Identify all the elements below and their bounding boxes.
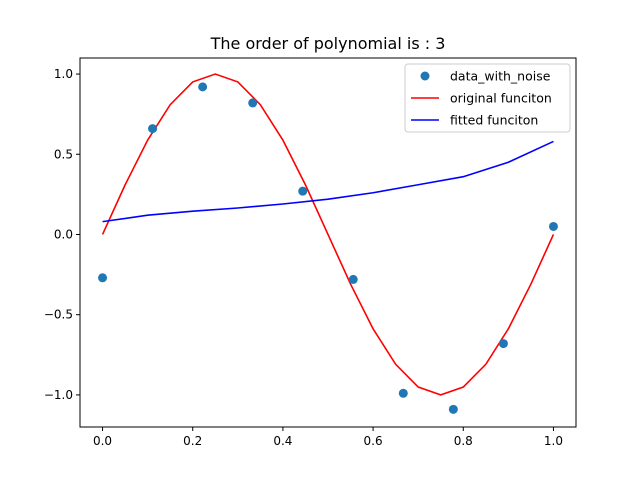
data-point [148, 124, 158, 134]
axis-ticks: 0.0 0.2 0.4 0.6 0.8 1.0 1.0 0.5 0.0 −0.5 −1.0 [44, 67, 563, 448]
x-tick-label: 0.2 [183, 434, 202, 448]
y-tick-label: 1.0 [54, 67, 73, 81]
x-tick-label: 0.6 [364, 434, 383, 448]
y-tick-label: −1.0 [44, 388, 73, 402]
legend-label: data_with_noise [450, 69, 551, 84]
original-funciton-line [101, 73, 555, 396]
y-tick-label: 0.5 [54, 147, 73, 161]
data-point [548, 221, 558, 231]
data-point [348, 274, 358, 284]
chart-title: The order of polynomial is : 3 [210, 34, 446, 53]
axes-frame [79, 57, 577, 428]
y-tick-label: 0.0 [54, 227, 73, 241]
data-point [298, 186, 308, 196]
x-tick-label: 0.0 [93, 434, 112, 448]
legend-marker [420, 71, 430, 81]
fitted-funciton-line [102, 140, 554, 223]
legend-label: original funciton [450, 91, 552, 106]
x-tick-label: 0.8 [454, 434, 473, 448]
legend-box [404, 63, 571, 133]
x-tick-label: 1.0 [544, 434, 563, 448]
data-point [198, 82, 208, 92]
data-point [448, 404, 458, 414]
x-tick-label: 0.4 [273, 434, 292, 448]
legend: data_with_noise original funciton fitted f… [404, 63, 571, 133]
data-point [498, 339, 508, 349]
plot-area [98, 73, 558, 414]
data-point [98, 273, 108, 283]
data-point [398, 388, 408, 398]
data-point [248, 98, 258, 108]
y-tick-label: −0.5 [44, 308, 73, 322]
legend-label: fitted funciton [450, 113, 538, 128]
